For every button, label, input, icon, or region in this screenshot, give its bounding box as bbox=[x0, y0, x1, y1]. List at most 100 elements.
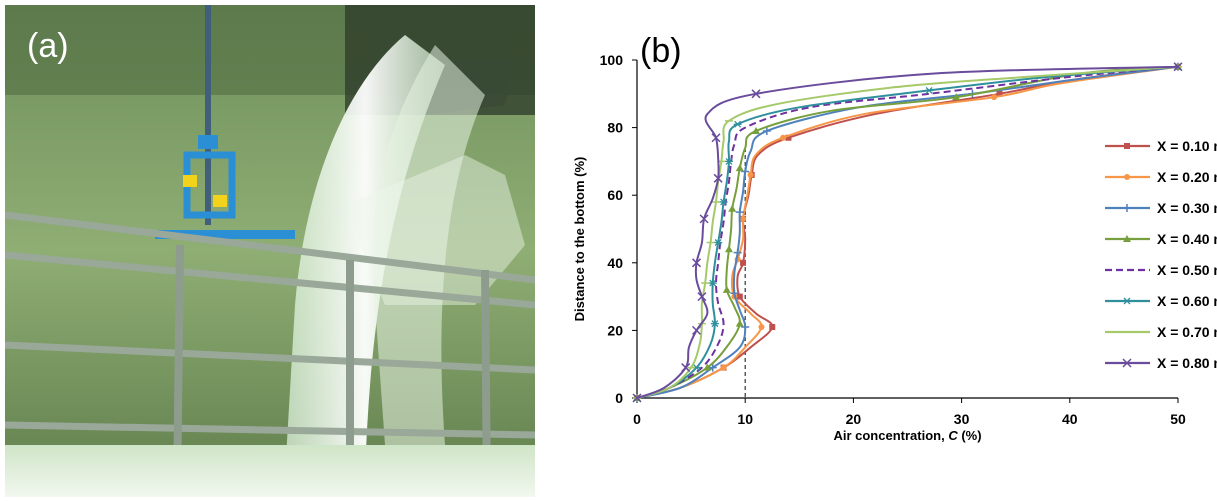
series-line bbox=[636, 65, 1179, 399]
data-point bbox=[735, 208, 744, 217]
x-tick-label: 20 bbox=[846, 411, 862, 427]
data-point bbox=[740, 259, 747, 266]
x-tick-label: 30 bbox=[954, 411, 970, 427]
x-tick-label: 50 bbox=[1170, 411, 1186, 427]
series-x-0_20-m bbox=[634, 63, 1181, 401]
series-x-0_40-m bbox=[633, 62, 1182, 401]
data-point bbox=[724, 157, 733, 165]
data-point bbox=[1123, 204, 1131, 212]
legend-label: X = 0.60 m bbox=[1157, 293, 1217, 309]
chart-legend: X = 0.10 m X = 0.20 m X = 0.30 m X = 0.40 m… bbox=[1105, 138, 1217, 371]
y-tick-label: 20 bbox=[607, 322, 623, 338]
data-point bbox=[736, 293, 743, 300]
data-point bbox=[769, 324, 776, 331]
chart-axes: 0 10 20 30 40 50 0 20 40 60 80 100 bbox=[600, 52, 1186, 427]
data-point bbox=[952, 93, 961, 101]
series-x-0_50-m bbox=[636, 65, 1179, 399]
data-point bbox=[741, 167, 750, 176]
series-line bbox=[636, 65, 1179, 399]
legend-item: X = 0.30 m bbox=[1105, 200, 1217, 216]
y-tick-label: 0 bbox=[615, 390, 623, 406]
data-point bbox=[733, 248, 742, 257]
x-axis-title: Air concentration, C (%) bbox=[833, 428, 981, 443]
data-point bbox=[1123, 235, 1131, 242]
legend-label: X = 0.70 m bbox=[1157, 324, 1217, 340]
data-point bbox=[720, 364, 727, 371]
data-point bbox=[728, 204, 737, 212]
data-point bbox=[708, 279, 717, 287]
data-point bbox=[1124, 174, 1130, 180]
data-point bbox=[735, 164, 744, 172]
legend-item: X = 0.10 m bbox=[1105, 138, 1217, 154]
data-point bbox=[996, 90, 1003, 97]
data-point bbox=[722, 285, 731, 293]
data-point bbox=[785, 134, 792, 141]
data-point bbox=[711, 133, 721, 143]
data-point bbox=[733, 120, 742, 128]
data-point bbox=[681, 363, 691, 373]
legend-label: X = 0.30 m bbox=[1157, 200, 1217, 216]
data-point bbox=[632, 393, 642, 403]
y-tick-label: 80 bbox=[607, 120, 623, 136]
y-tick-label: 100 bbox=[600, 52, 624, 68]
legend-label: X = 0.10 m bbox=[1157, 138, 1217, 154]
series-line bbox=[636, 65, 1179, 399]
data-point bbox=[780, 134, 787, 141]
data-point bbox=[691, 258, 702, 268]
data-point bbox=[719, 198, 728, 206]
data-point bbox=[724, 245, 733, 253]
data-point bbox=[751, 89, 761, 99]
data-point bbox=[697, 292, 707, 302]
data-point bbox=[710, 320, 719, 328]
data-point bbox=[703, 363, 712, 371]
data-point bbox=[691, 325, 702, 335]
legend-label: X = 0.80 m bbox=[1157, 355, 1217, 371]
data-point bbox=[758, 324, 765, 331]
data-point bbox=[752, 126, 761, 134]
y-tick-label: 40 bbox=[607, 255, 623, 271]
air-concentration-chart: (b) 0 10 20 30 40 50 0 20 40 60 80 100 Air concentr… bbox=[540, 0, 1217, 502]
data-point bbox=[741, 323, 750, 332]
x-tick-label: 40 bbox=[1062, 411, 1078, 427]
x-tick-label: 10 bbox=[737, 411, 753, 427]
data-point bbox=[713, 173, 723, 183]
legend-item: X = 0.50 m bbox=[1105, 262, 1217, 278]
data-point bbox=[730, 289, 739, 298]
data-point bbox=[1124, 143, 1130, 149]
data-point bbox=[1173, 62, 1183, 72]
data-point bbox=[762, 126, 771, 135]
series-line bbox=[636, 65, 1179, 399]
data-point bbox=[1123, 297, 1131, 305]
legend-item: X = 0.80 m bbox=[1105, 355, 1217, 371]
series-x-0_70-m bbox=[633, 65, 1182, 399]
y-tick-label: 60 bbox=[607, 187, 623, 203]
legend-item: X = 0.60 m bbox=[1105, 293, 1217, 309]
data-point bbox=[699, 214, 709, 224]
series-line bbox=[636, 65, 1179, 399]
data-point bbox=[925, 86, 934, 94]
experiment-photo: (a) bbox=[5, 5, 535, 497]
legend-label: X = 0.20 m bbox=[1157, 169, 1217, 185]
panel-a-label: (a) bbox=[27, 27, 69, 65]
data-point bbox=[1122, 358, 1132, 368]
data-point bbox=[735, 319, 744, 327]
data-point bbox=[708, 363, 717, 372]
legend-label: X = 0.50 m bbox=[1157, 262, 1217, 278]
series-line bbox=[636, 65, 1179, 399]
series-x-0_10-m bbox=[634, 63, 1181, 401]
chart-series-group bbox=[632, 62, 1183, 403]
panel-b-label: (b) bbox=[640, 32, 682, 70]
y-axis-title: Distance to the bottom (%) bbox=[572, 157, 587, 322]
data-point bbox=[740, 215, 747, 222]
series-line bbox=[636, 65, 1179, 399]
series-x-0_80-m bbox=[632, 62, 1183, 403]
x-tick-label: 0 bbox=[633, 411, 641, 427]
data-point bbox=[747, 171, 754, 178]
data-point bbox=[991, 94, 998, 101]
legend-label: X = 0.40 m bbox=[1157, 231, 1217, 247]
data-point bbox=[714, 239, 723, 246]
series-line bbox=[636, 65, 1179, 399]
legend-item: X = 0.20 m bbox=[1105, 169, 1217, 185]
legend-item: X = 0.70 m bbox=[1105, 324, 1217, 340]
legend-item: X = 0.40 m bbox=[1105, 231, 1217, 247]
